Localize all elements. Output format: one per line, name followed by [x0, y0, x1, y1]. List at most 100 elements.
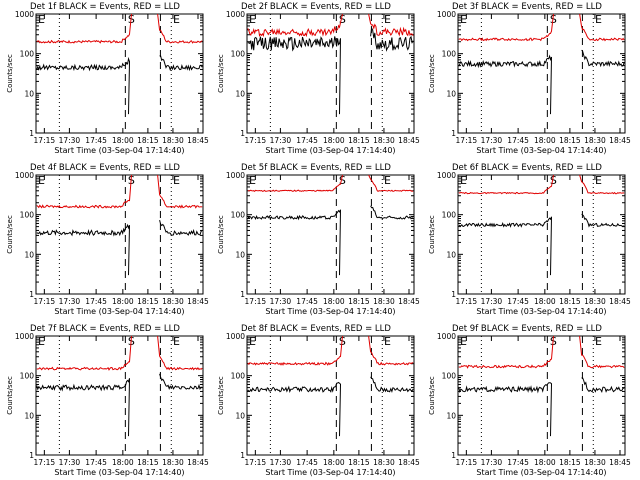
panel-title: Det 2f BLACK = Events, RED = LLD: [241, 2, 391, 12]
x-tick-label: 18:30: [162, 136, 184, 145]
panel-title: Det 6f BLACK = Events, RED = LLD: [452, 163, 602, 173]
plot-frame: [246, 13, 415, 134]
region-label-e: E: [460, 13, 467, 26]
events-series-line: [247, 26, 414, 115]
region-label-e: E: [460, 174, 467, 187]
y-tick-label: 10: [24, 89, 34, 98]
plot-frame: [457, 335, 626, 456]
x-tick-label: 17:15: [245, 297, 267, 306]
x-tick-label: 17:30: [270, 458, 292, 467]
x-tick-label: 17:15: [456, 458, 478, 467]
plot-frame: [246, 174, 415, 295]
events-series-line: [247, 376, 414, 437]
x-tick-label: 18:00: [112, 458, 134, 467]
x-tick-label: 18:00: [534, 136, 556, 145]
x-tick-label: 17:30: [481, 136, 503, 145]
region-label-e: E: [38, 335, 45, 348]
x-axis-label: Start Time (03-Sep-04 17:14:40): [476, 468, 606, 477]
y-axis-label: Counts/sec: [6, 54, 14, 93]
x-tick-label: 17:45: [296, 458, 318, 467]
x-tick-label: 17:30: [270, 136, 292, 145]
plot-frame: [457, 174, 626, 295]
x-tick-label: 18:15: [559, 136, 581, 145]
x-tick-label: 18:45: [609, 297, 631, 306]
x-tick-label: 17:45: [507, 297, 529, 306]
y-tick-label: 1: [240, 290, 245, 299]
x-tick-label: 18:30: [584, 136, 606, 145]
x-axis-label: Start Time (03-Sep-04 17:14:40): [476, 307, 606, 316]
detector-panel: Det 9f BLACK = Events, RED = LLD 1 10 100 10…: [428, 324, 631, 477]
panel-title: Det 8f BLACK = Events, RED = LLD: [241, 324, 391, 334]
y-tick-label: 1000: [226, 10, 245, 19]
detector-panel: Det 6f BLACK = Events, RED = LLD 1 10 100 10…: [428, 163, 631, 316]
x-tick-label: 18:00: [112, 136, 134, 145]
x-axis-label: Start Time (03-Sep-04 17:14:40): [265, 468, 395, 477]
events-series-line: [36, 219, 203, 276]
y-tick-label: 10: [24, 411, 34, 420]
x-tick-label: 17:45: [85, 458, 107, 467]
x-tick-label: 17:45: [296, 297, 318, 306]
x-tick-label: 18:45: [398, 297, 420, 306]
region-label-e: E: [384, 13, 391, 26]
region-label-s: S: [550, 174, 557, 187]
x-tick-label: 18:45: [398, 136, 420, 145]
x-axis-label: Start Time (03-Sep-04 17:14:40): [265, 146, 395, 155]
y-axis-label: Counts/sec: [428, 54, 436, 93]
x-tick-label: 18:00: [112, 297, 134, 306]
detector-panel: Det 8f BLACK = Events, RED = LLD 1 10 100 10…: [217, 324, 420, 477]
y-tick-label: 100: [231, 372, 246, 381]
lld-series-line: [36, 174, 203, 209]
x-axis-label: Start Time (03-Sep-04 17:14:40): [476, 146, 606, 155]
region-label-e: E: [384, 335, 391, 348]
events-series-line: [247, 205, 414, 276]
x-tick-label: 17:45: [85, 297, 107, 306]
x-tick-label: 17:45: [296, 136, 318, 145]
x-tick-label: 18:00: [323, 297, 345, 306]
x-tick-label: 18:00: [323, 136, 345, 145]
x-tick-label: 17:45: [507, 136, 529, 145]
y-tick-label: 1000: [15, 332, 34, 341]
x-tick-label: 18:30: [162, 458, 184, 467]
region-label-e: E: [595, 13, 602, 26]
y-axis-label: Counts/sec: [217, 54, 225, 93]
region-label-e: E: [595, 174, 602, 187]
panel-title: Det 4f BLACK = Events, RED = LLD: [30, 163, 180, 173]
x-tick-label: 17:15: [34, 297, 56, 306]
x-tick-label: 17:45: [507, 458, 529, 467]
x-tick-label: 17:30: [481, 458, 503, 467]
x-tick-label: 17:30: [59, 136, 81, 145]
x-tick-label: 18:45: [609, 136, 631, 145]
lld-series-line: [247, 174, 414, 193]
region-label-e: E: [38, 174, 45, 187]
x-tick-label: 18:30: [584, 458, 606, 467]
region-label-e: E: [173, 174, 180, 187]
region-label-e: E: [384, 174, 391, 187]
x-tick-label: 18:45: [187, 297, 209, 306]
x-tick-label: 17:15: [456, 136, 478, 145]
y-axis-label: Counts/sec: [6, 376, 14, 415]
region-label-e: E: [249, 335, 256, 348]
x-tick-label: 18:15: [137, 458, 159, 467]
x-tick-label: 17:15: [34, 136, 56, 145]
y-tick-label: 10: [235, 89, 245, 98]
y-tick-label: 1000: [15, 171, 34, 180]
x-tick-label: 17:30: [59, 458, 81, 467]
events-series-line: [458, 377, 625, 437]
x-tick-label: 17:45: [85, 136, 107, 145]
y-tick-label: 1000: [15, 10, 34, 19]
region-label-e: E: [249, 13, 256, 26]
x-tick-label: 18:15: [348, 297, 370, 306]
y-axis-label: Counts/sec: [6, 215, 14, 254]
region-label-e: E: [249, 174, 256, 187]
x-tick-label: 18:45: [187, 458, 209, 467]
x-tick-label: 17:15: [34, 458, 56, 467]
y-tick-label: 10: [446, 411, 456, 420]
lld-series-line: [247, 335, 414, 366]
x-tick-label: 18:45: [609, 458, 631, 467]
detector-panel: Det 7f BLACK = Events, RED = LLD 1 10 100 10…: [6, 324, 209, 477]
x-tick-label: 18:30: [373, 136, 395, 145]
lld-series-line: [247, 13, 414, 38]
x-tick-label: 18:30: [584, 297, 606, 306]
events-series-line: [458, 49, 625, 115]
region-label-e: E: [460, 335, 467, 348]
